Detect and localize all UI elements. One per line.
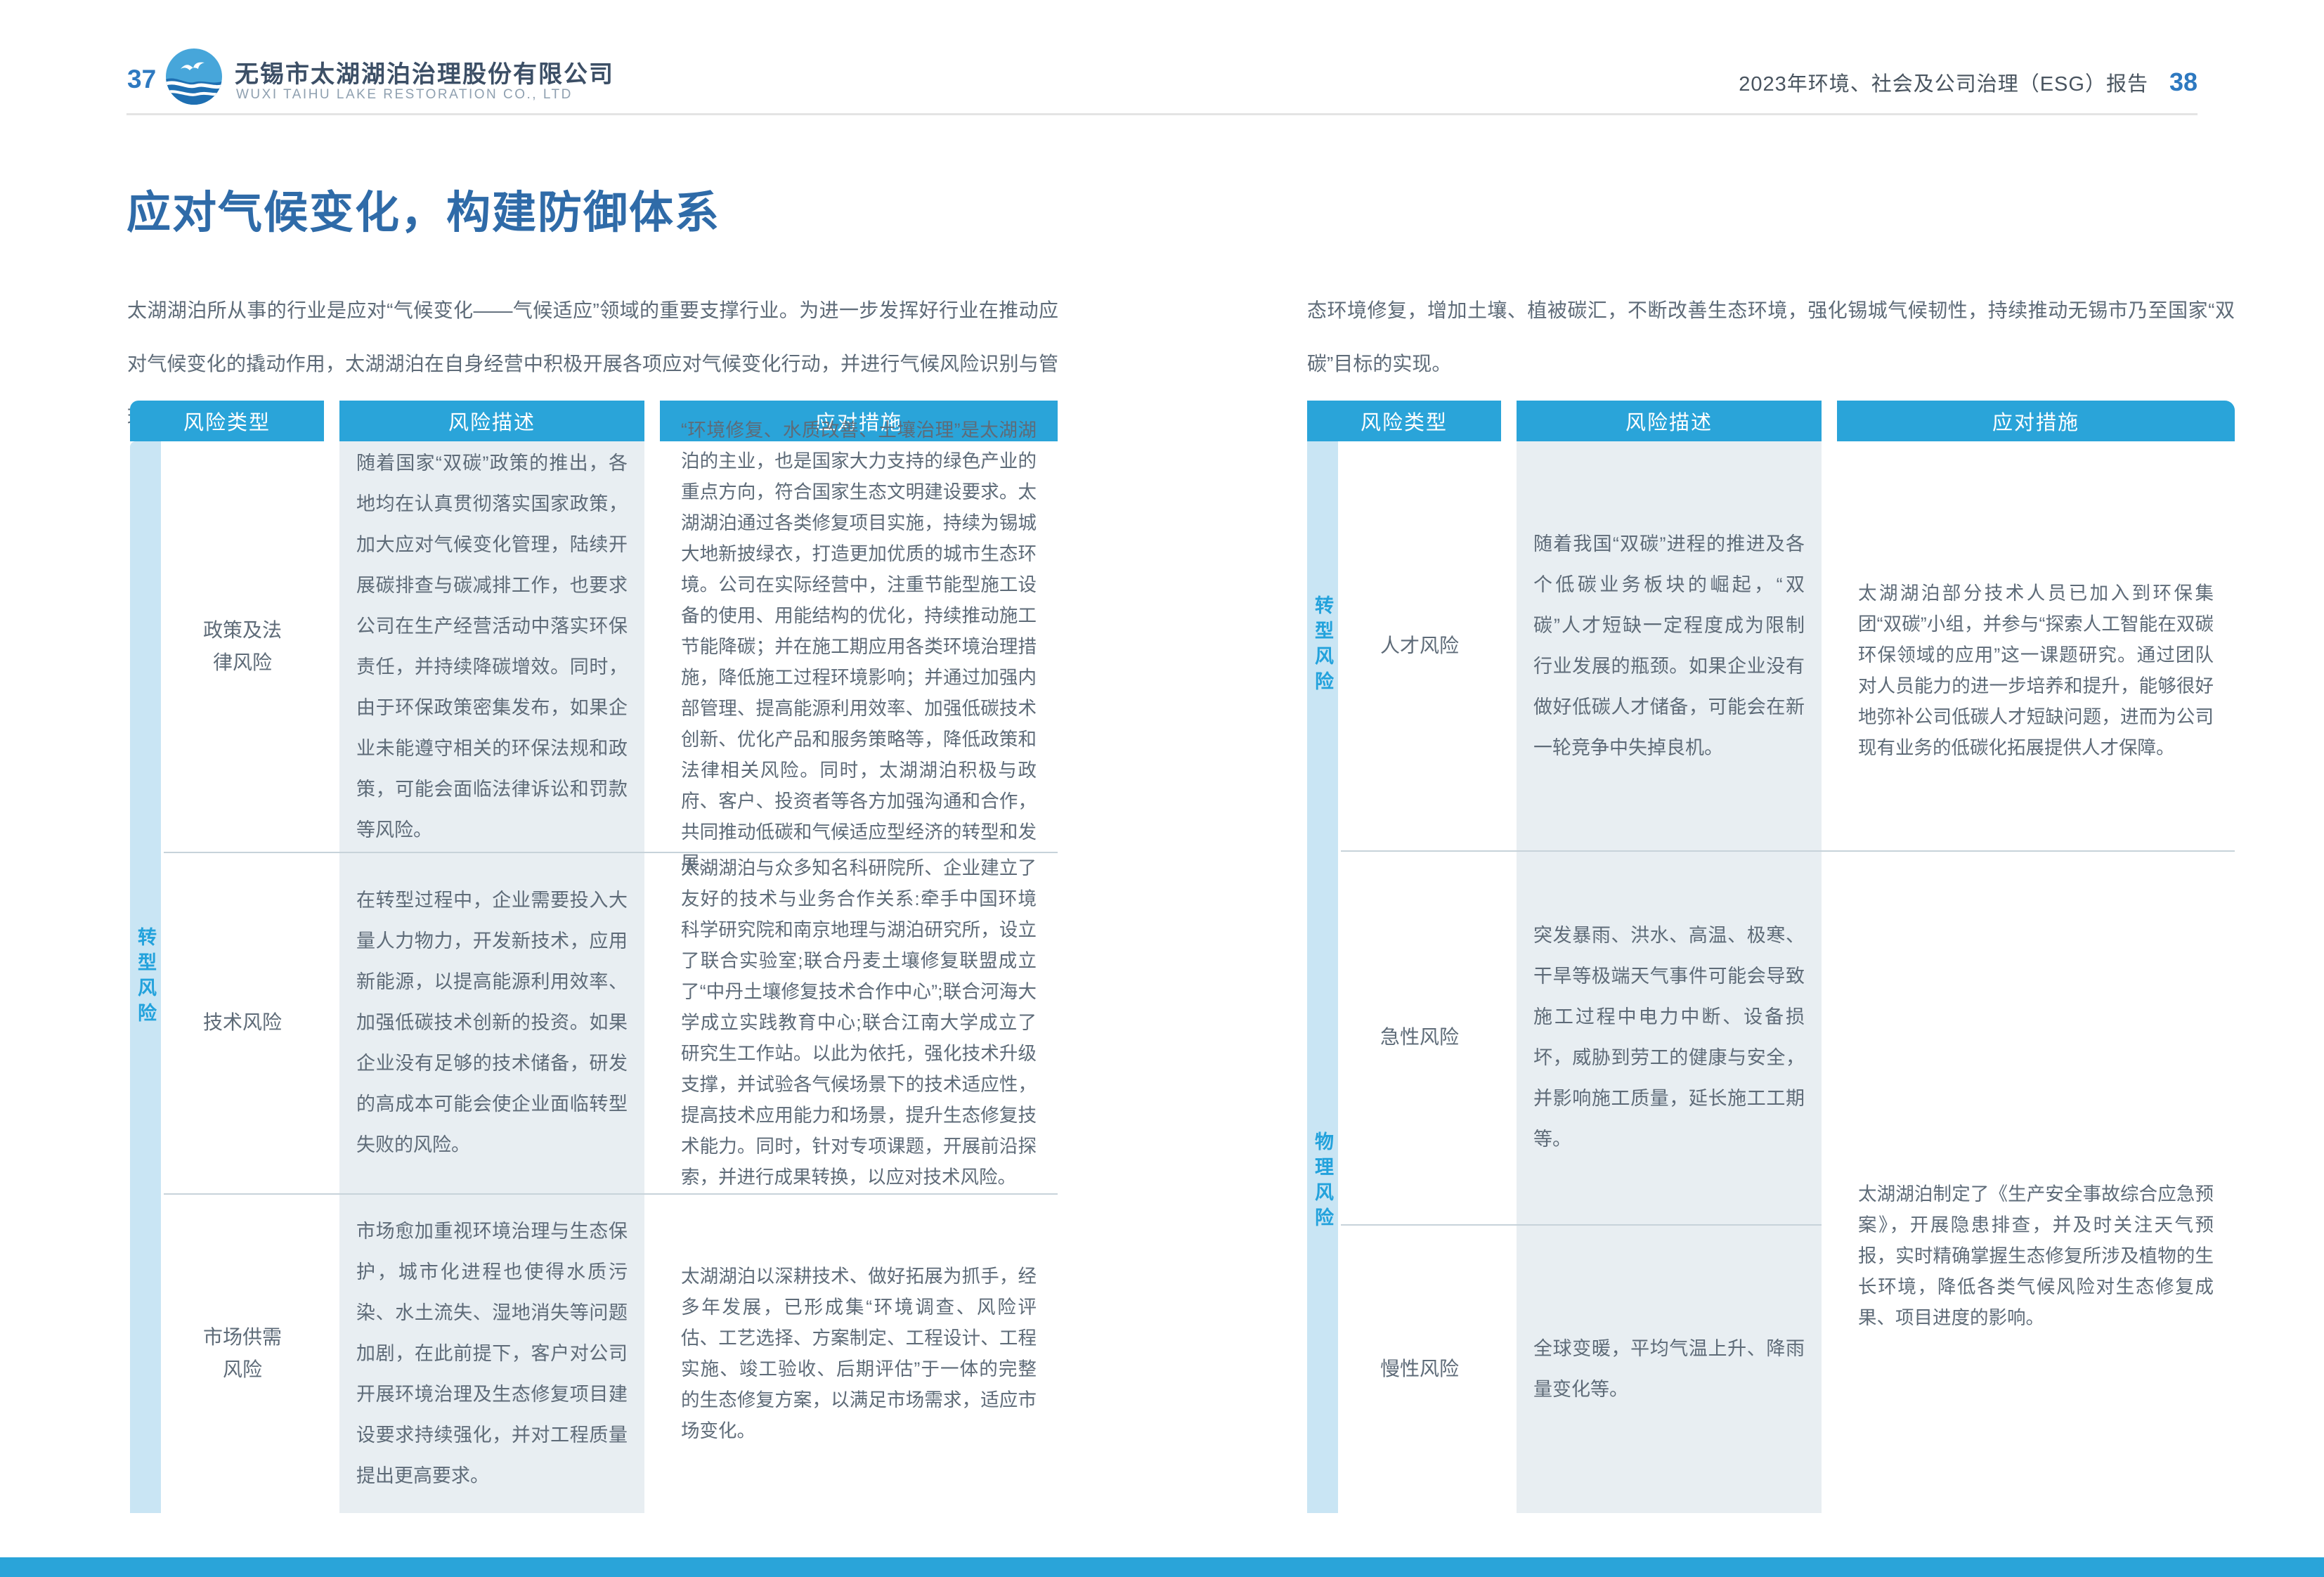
row-divider [1341,850,2235,852]
column-header-risk-measure: 应对措施 [1837,401,2235,441]
row-divider [164,1193,1058,1195]
intro-paragraph-right: 态环境修复，增加土壤、植被碳汇，不断改善生态环境，强化锡城气候韧性，持续推动无锡… [1307,299,2235,375]
risk-table-right: 风险类型 风险描述 应对措施 转型风险 物理风险 人才风险 随着我国“双碳”进程… [1307,401,2235,1513]
risk-desc-text: 突发暴雨、洪水、高温、极寒、干旱等极端天气事件可能会导致施工过程中电力中断、设备… [1533,925,1805,1150]
column-header-risk-measure: 应对措施 [660,401,1058,441]
risk-measure-cell: 太湖湖泊以深耕技术、做好拓展为抓手，经多年发展，已形成集“环境调查、风险评估、工… [660,1193,1058,1513]
row-divider [164,852,1058,853]
risk-table-left: 风险类型 风险描述 应对措施 转型风险 政策及法 律风险 随着国家“双碳”政策的… [130,401,1058,1513]
risk-desc-cell: 市场愈加重视环境治理与生态保护，城市化进程也使得水质污染、水土流失、湿地消失等问… [339,1193,644,1513]
category-strip-transition-risk: 转型风险 [1307,441,1338,850]
header-right: 2023年环境、社会及公司治理（ESG）报告 38 [1739,67,2198,97]
report-title: 2023年环境、社会及公司治理（ESG）报告 [1739,73,2148,96]
risk-measure-text: 太湖湖泊与众多知名科研院所、企业建立了友好的技术与业务合作关系:牵手中国环境科学… [681,857,1037,1188]
risk-type-cell: 政策及法 律风险 [161,441,324,852]
risk-desc-text: 随着我国“双碳”进程的推进及各个低碳业务板块的崛起，“双碳”人才短缺一定程度成为… [1533,533,1805,758]
category-label: 物理风险 [1312,1131,1333,1233]
company-logo-icon [165,48,223,105]
risk-measure-text: 太湖湖泊制定了《生产安全事故综合应急预案》，开展隐患排查，并及时关注天气预报，实… [1858,1183,2214,1328]
risk-type-label: 人才风险 [1380,635,1459,656]
risk-desc-text: 在转型过程中，企业需要投入大量人力物力，开发新技术，应用新能源，以提高能源利用效… [356,890,628,1155]
risk-desc-cell: 突发暴雨、洪水、高温、极寒、干旱等极端天气事件可能会导致施工过程中电力中断、设备… [1517,850,1822,1224]
risk-measure-text: 太湖湖泊以深耕技术、做好拓展为抓手，经多年发展，已形成集“环境调查、风险评估、工… [681,1265,1037,1441]
risk-desc-cell: 在转型过程中，企业需要投入大量人力物力，开发新技术，应用新能源，以提高能源利用效… [339,852,644,1193]
risk-desc-cell: 随着我国“双碳”进程的推进及各个低碳业务板块的崛起，“双碳”人才短缺一定程度成为… [1517,441,1822,850]
page-number-right: 38 [2169,67,2198,96]
header-divider [126,113,2198,115]
risk-measure-cell: “环境修复、水质改善、土壤治理”是太湖湖泊的主业，也是国家大力支持的绿色产业的重… [660,420,1058,874]
risk-type-cell: 技术风险 [161,852,324,1193]
category-label: 转型风险 [1312,595,1333,696]
risk-type-cell: 慢性风险 [1338,1224,1501,1513]
risk-desc-cell: 全球变暖，平均气温上升、降雨量变化等。 [1517,1224,1822,1513]
risk-measure-cell-merged: 太湖湖泊制定了《生产安全事故综合应急预案》，开展隐患排查，并及时关注天气预报，实… [1837,850,2235,1513]
page-number-left: 37 [127,65,157,93]
risk-type-label: 政策及法 律风险 [202,619,282,673]
risk-type-cell: 人才风险 [1338,441,1501,850]
risk-type-label: 慢性风险 [1380,1357,1459,1380]
row-divider [1341,1224,1822,1226]
column-header-risk-type: 风险类型 [130,401,324,441]
footer-accent-bar [0,1557,2324,1577]
risk-type-cell: 急性风险 [1338,850,1501,1224]
category-label: 转型风险 [135,926,156,1028]
risk-measure-cell: 太湖湖泊部分技术人员已加入到环保集团“双碳”小组，并参与“探索人工智能在双碳环保… [1837,441,2235,850]
column-header-risk-desc: 风险描述 [339,401,644,441]
risk-desc-text: 随着国家“双碳”政策的推出，各地均在认真贯彻落实国家政策，加大应对气候变化管理，… [356,453,628,841]
company-name-en: WUXI TAIHU LAKE RESTORATION CO., LTD [236,87,573,102]
risk-type-label: 市场供需 风险 [202,1325,282,1380]
risk-type-label: 技术风险 [202,1011,282,1033]
column-header-risk-type: 风险类型 [1307,401,1501,441]
column-header-risk-desc: 风险描述 [1517,401,1822,441]
company-name-cn: 无锡市太湖湖泊治理股份有限公司 [235,61,614,88]
risk-type-label: 急性风险 [1380,1026,1459,1048]
category-strip-transition-risk: 转型风险 [130,441,161,1513]
risk-desc-text: 全球变暖，平均气温上升、降雨量变化等。 [1533,1337,1805,1400]
risk-desc-text: 市场愈加重视环境治理与生态保护，城市化进程也使得水质污染、水土流失、湿地消失等问… [356,1220,628,1486]
risk-type-cell: 市场供需 风险 [161,1193,324,1513]
category-strip-physical-risk: 物理风险 [1307,850,1338,1513]
risk-measure-cell: 太湖湖泊与众多知名科研院所、企业建立了友好的技术与业务合作关系:牵手中国环境科学… [660,852,1058,1193]
risk-measure-text: 太湖湖泊部分技术人员已加入到环保集团“双碳”小组，并参与“探索人工智能在双碳环保… [1858,583,2214,758]
risk-measure-text: “环境修复、水质改善、土壤治理”是太湖湖泊的主业，也是国家大力支持的绿色产业的重… [681,420,1037,874]
risk-desc-cell: 随着国家“双碳”政策的推出，各地均在认真贯彻落实国家政策，加大应对气候变化管理，… [339,441,644,852]
page-title: 应对气候变化，构建防御体系 [126,188,720,238]
